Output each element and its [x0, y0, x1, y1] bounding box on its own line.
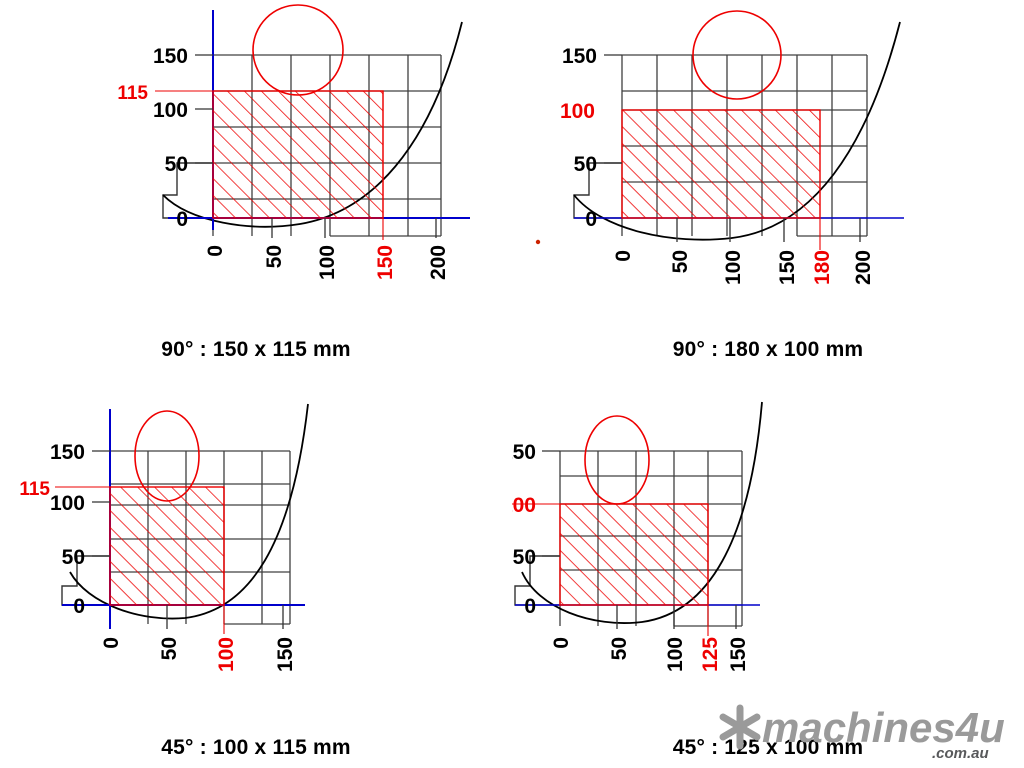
- panel-caption: 90° : 150 x 115 mm: [161, 338, 351, 361]
- y-tick-marks: [195, 54, 213, 164]
- panel-caption: 90° : 180 x 100 mm: [672, 338, 864, 361]
- x-label-0: 0: [612, 250, 635, 262]
- x-tick-marks: [616, 605, 737, 629]
- x-tick-marks: [676, 218, 861, 242]
- x-label-200: 200: [427, 245, 450, 280]
- x-label-100-highlight: 100: [215, 637, 238, 672]
- y-label-150: 150: [512, 441, 536, 464]
- y-label-100-highlight: 100: [512, 494, 536, 517]
- x-label-0: 0: [550, 637, 573, 649]
- x-label-150: 150: [727, 637, 750, 672]
- x-label-50: 50: [263, 245, 286, 268]
- y-label-0: 0: [73, 595, 85, 618]
- y-label-50: 50: [513, 546, 536, 569]
- y-label-50: 50: [165, 153, 188, 176]
- y-label-115-highlight: 115: [19, 479, 50, 500]
- y-label-100: 100: [50, 492, 85, 515]
- y-label-50: 50: [574, 153, 597, 176]
- capacity-area: [622, 110, 820, 218]
- x-label-125-highlight: 125: [699, 637, 722, 672]
- x-label-50: 50: [158, 637, 181, 660]
- capacity-guides: [512, 503, 709, 636]
- workpiece-circle: [252, 4, 344, 96]
- capacity-panel-45-100x115: 150 115 100 50 0 0 50 100 150 45° : 100 …: [0, 384, 512, 768]
- x-label-200: 200: [852, 250, 875, 285]
- x-label-150: 150: [274, 637, 297, 672]
- panel-caption: 45° : 125 x 100 mm: [672, 736, 864, 759]
- y-tick-marks: [604, 54, 622, 164]
- panel-caption: 45° : 100 x 115 mm: [161, 736, 351, 759]
- x-label-50: 50: [608, 637, 631, 660]
- y-label-100: 100: [153, 99, 188, 122]
- capacity-guides: [155, 90, 384, 240]
- blade-arc: [69, 403, 309, 620]
- y-label-100-highlight: 100: [560, 100, 595, 123]
- x-tick-marks: [271, 218, 437, 238]
- blade-arc: [573, 21, 901, 241]
- x-label-150: 150: [776, 250, 799, 285]
- workpiece-ellipse: [584, 415, 650, 505]
- capacity-panel-45-125x100: 150 100 50 0 0 50 100 125 150 45° : 125 …: [512, 384, 1024, 768]
- stray-dot: [535, 239, 541, 245]
- y-tick-marks: [542, 450, 560, 557]
- x-label-100: 100: [664, 637, 687, 672]
- x-label-0: 0: [204, 245, 227, 257]
- capacity-panel-90-150x115: 150 115 100 50 0 0 50 100 150 200 90° : …: [0, 0, 512, 384]
- y-label-150: 150: [562, 45, 597, 68]
- y-label-0: 0: [524, 595, 536, 618]
- y-label-0: 0: [176, 208, 188, 231]
- x-label-150-highlight: 150: [374, 245, 397, 280]
- x-tick-marks: [166, 605, 284, 629]
- workpiece-circle: [692, 10, 782, 100]
- x-label-0: 0: [100, 637, 123, 649]
- capacity-panel-90-180x100: 150 100 50 0 0 50 100 150 180 200 90° : …: [512, 0, 1024, 384]
- y-label-150: 150: [153, 45, 188, 68]
- x-label-180-highlight: 180: [811, 250, 834, 285]
- y-label-50: 50: [62, 546, 85, 569]
- x-label-50: 50: [669, 250, 692, 273]
- capacity-area: [110, 487, 224, 605]
- y-label-115-highlight: 115: [117, 83, 148, 104]
- capacity-area: [213, 91, 383, 218]
- y-label-0: 0: [585, 208, 597, 231]
- x-label-100: 100: [722, 250, 745, 285]
- y-label-150: 150: [50, 441, 85, 464]
- capacity-area: [560, 504, 708, 605]
- x-label-100: 100: [316, 245, 339, 280]
- workpiece-ellipse: [134, 410, 200, 502]
- capacity-guides: [55, 486, 225, 634]
- y-tick-marks: [92, 450, 110, 557]
